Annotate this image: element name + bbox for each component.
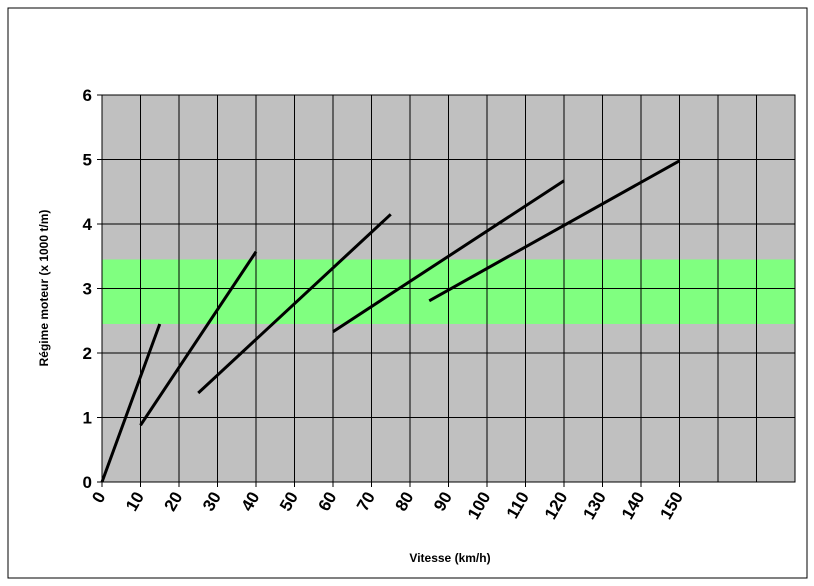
line-series [100, 323, 162, 483]
y-tick-label: 0 [83, 473, 92, 492]
line-series [197, 213, 392, 395]
y-tick-label: 6 [83, 86, 92, 105]
x-axis-title: Vitesse (km/h) [409, 551, 490, 565]
y-axis-title: Régime moteur (x 1000 t/m) [37, 210, 51, 367]
y-tick-label: 3 [83, 280, 92, 299]
line-series [428, 159, 681, 303]
y-tick-label: 2 [83, 344, 92, 363]
y-tick-label: 1 [83, 409, 92, 428]
y-tick-label: 4 [83, 215, 93, 234]
line-series [332, 179, 565, 333]
line-series [139, 250, 258, 427]
y-tick-label: 5 [83, 151, 92, 170]
